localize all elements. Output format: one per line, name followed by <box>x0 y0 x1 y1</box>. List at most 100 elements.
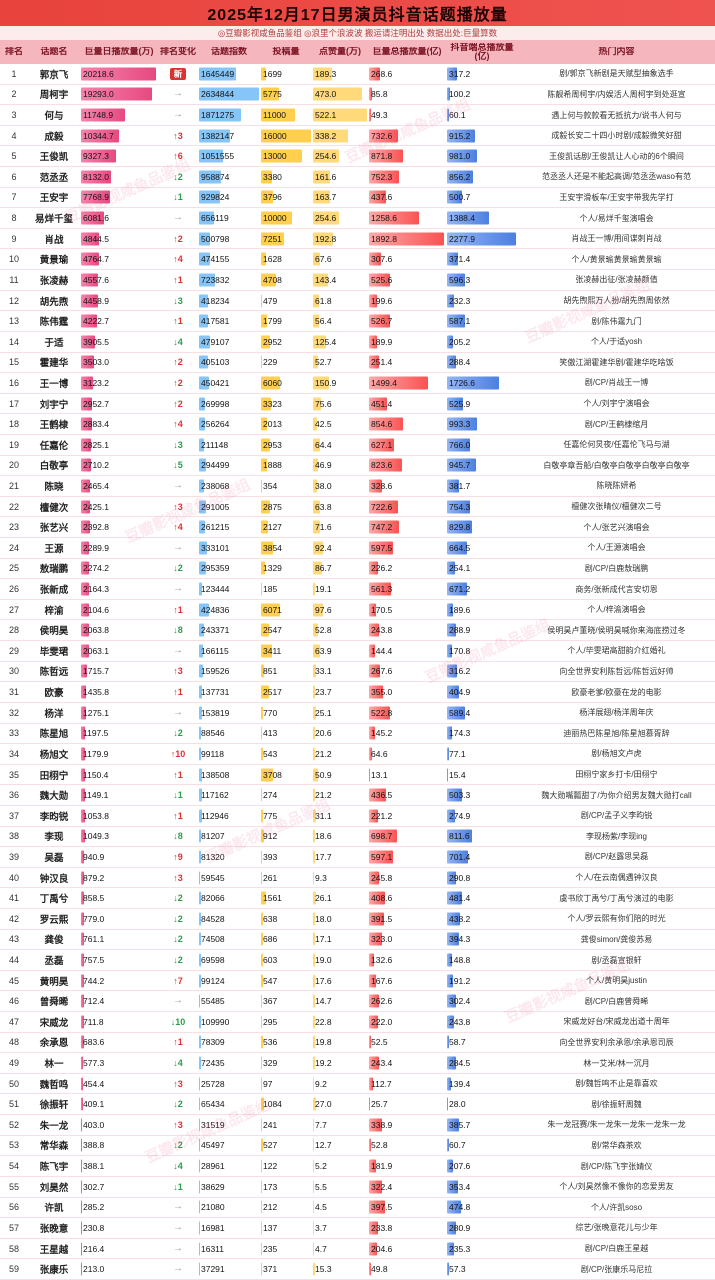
rank-change-badge: → <box>173 583 183 595</box>
table-row: 46 曾舜晞 712.4 → 55485 367 14.7 262.6 302.… <box>0 991 715 1013</box>
rank-change-badge: → <box>173 1221 183 1233</box>
hot-content-cell: 笑傲江湖霍建华剧/霍建华吃啥饭 <box>559 357 674 367</box>
douyin-total-plays-bar <box>447 994 457 1008</box>
posts-value: 97 <box>263 1078 273 1089</box>
posts-cell: 295 <box>260 1012 312 1032</box>
topic-index-value: 16311 <box>201 1243 225 1254</box>
douyin-total-plays-cell: 60.1 <box>446 105 518 125</box>
table-row: 49 林一 577.3 ↓4 72435 329 19.2 243.4 284.… <box>0 1053 715 1074</box>
topic-name-cell: 曾舜晞 <box>39 997 69 1009</box>
likes-bar <box>313 768 319 782</box>
likes-value: 522.1 <box>315 110 337 121</box>
topic-index-bar <box>199 500 206 514</box>
topic-name-cell: 魏大勋 <box>39 791 69 803</box>
hot-content-cell: 剧/CP/陈飞宇张婧仪 <box>580 1161 653 1171</box>
daily-plays-value: 3123.2 <box>83 377 109 388</box>
rank-change-badge: ↓2 <box>173 563 183 574</box>
douyin-total-plays-cell: 60.7 <box>446 1136 518 1156</box>
likes-cell: 21.2 <box>312 785 368 805</box>
douyin-total-plays-value: 474.8 <box>449 1202 471 1213</box>
rank-cell: 10 <box>8 254 19 265</box>
total-plays-cell: 522.8 <box>368 703 446 723</box>
total-plays-value: 49.3 <box>371 110 388 121</box>
posts-cell: 235 <box>260 1239 312 1259</box>
douyin-total-plays-bar <box>447 603 453 617</box>
posts-value: 2127 <box>263 522 282 533</box>
posts-cell: 6060 <box>260 373 312 393</box>
topic-name-cell: 张艺兴 <box>39 523 69 535</box>
likes-bar <box>313 170 330 184</box>
rank-change-badge: ↓4 <box>173 1161 183 1172</box>
rank-cell: 19 <box>8 439 19 450</box>
douyin-total-plays-value: 596.3 <box>449 274 471 285</box>
topic-name-cell: 许凯 <box>44 1203 64 1215</box>
rank-change-badge: ↑2 <box>173 377 183 388</box>
total-plays-bar <box>369 685 384 699</box>
total-plays-cell: 747.2 <box>368 517 446 537</box>
douyin-total-plays-cell: 274.9 <box>446 806 518 826</box>
daily-plays-bar <box>81 1200 83 1214</box>
total-plays-value: 243.8 <box>371 625 393 636</box>
likes-bar <box>313 252 320 266</box>
total-plays-value: 752.3 <box>371 171 393 182</box>
rank-change-cell: ↑2 <box>158 356 198 368</box>
hot-content-cell: 剧/CP/孟子义李昀锐 <box>580 811 653 821</box>
total-plays-bar <box>369 644 375 658</box>
likes-bar <box>313 891 316 905</box>
douyin-total-plays-bar <box>447 788 463 802</box>
hot-content-cell: 遇上何与款款看无抵抗力/说书人何与 <box>551 110 682 120</box>
daily-plays-value: 2825.1 <box>83 439 109 450</box>
daily-plays-value: 409.1 <box>83 1099 105 1110</box>
posts-cell: 1699 <box>260 64 312 84</box>
hot-content-cell: 个人/于适yosh <box>590 337 643 347</box>
rank-cell: 2 <box>11 89 17 100</box>
daily-plays-cell: 388.1 <box>80 1156 158 1176</box>
likes-value: 86.7 <box>315 563 332 574</box>
topic-index-cell: 417581 <box>198 311 260 331</box>
daily-plays-value: 1149.1 <box>83 790 109 801</box>
douyin-total-plays-cell: 701.4 <box>446 847 518 867</box>
posts-cell: 3854 <box>260 538 312 558</box>
likes-cell: 254.6 <box>312 208 368 228</box>
total-plays-cell: 262.6 <box>368 991 446 1011</box>
douyin-total-plays-value: 77.1 <box>449 748 466 759</box>
likes-value: 4.7 <box>315 1243 327 1254</box>
topic-name-cell: 陈飞宇 <box>39 1162 69 1174</box>
douyin-total-plays-cell: 587.1 <box>446 311 518 331</box>
topic-name-cell: 霍建华 <box>39 358 69 370</box>
rank-cell: 3 <box>11 110 17 121</box>
douyin-total-plays-value: 404.9 <box>449 687 471 698</box>
rank-change-cell: 新 <box>158 67 198 80</box>
total-plays-cell: 597.5 <box>368 538 446 558</box>
total-plays-bar <box>369 994 380 1008</box>
posts-bar <box>261 149 302 163</box>
posts-value: 261 <box>263 872 278 883</box>
topic-index-bar <box>199 561 206 575</box>
total-plays-cell: 144.4 <box>368 641 446 661</box>
likes-cell: 143.4 <box>312 270 368 290</box>
likes-bar <box>313 1077 314 1091</box>
likes-bar <box>313 1056 315 1070</box>
table-row: 25 敖瑞鹏 2274.2 ↓2 295359 1329 86.7 226.2 … <box>0 559 715 580</box>
likes-value: 4.5 <box>315 1202 327 1213</box>
likes-value: 38.0 <box>315 480 332 491</box>
rank-change-cell: → <box>158 542 198 554</box>
total-plays-value: 204.6 <box>371 1243 393 1254</box>
total-plays-bar <box>369 1118 383 1132</box>
topic-index-bar <box>199 994 201 1008</box>
douyin-total-plays-cell: 148.8 <box>446 950 518 970</box>
daily-plays-cell: 1150.4 <box>80 765 158 785</box>
likes-bar <box>313 458 318 472</box>
douyin-total-plays-value: 317.2 <box>449 68 471 79</box>
topic-name-cell: 易烊千玺 <box>34 214 73 226</box>
topic-name-cell: 张凌赫 <box>39 275 69 287</box>
douyin-total-plays-bar <box>447 809 456 823</box>
posts-bar <box>261 1262 263 1276</box>
posts-cell: 3380 <box>260 167 312 187</box>
total-plays-cell: 268.6 <box>368 64 446 84</box>
douyin-total-plays-value: 385.7 <box>449 1119 471 1130</box>
douyin-total-plays-value: 701.4 <box>449 851 471 862</box>
douyin-total-plays-value: 58.7 <box>449 1037 466 1048</box>
rank-change-badge: ↑9 <box>173 851 183 862</box>
rank-change-cell: ↑3 <box>158 130 198 142</box>
